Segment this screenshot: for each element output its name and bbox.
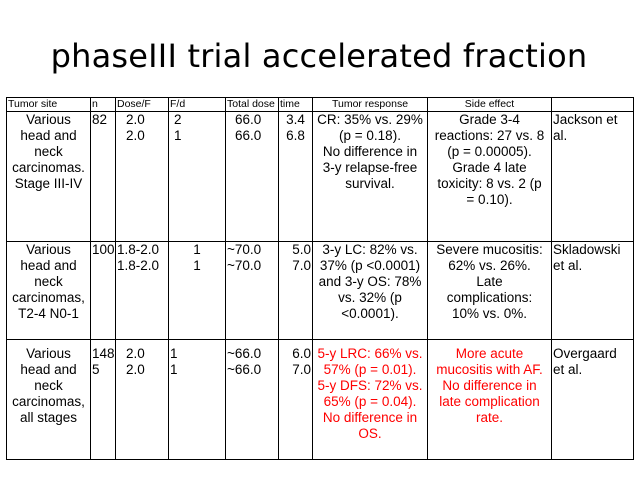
cell-dose-per-fraction: 1.8-2.0 1.8-2.0 (115, 241, 169, 340)
cell-reference: Skladowski et al. (551, 241, 634, 340)
cell-tumor-response: 5-y LRC: 66% vs. 57% (p = 0.01). 5-y DFS… (312, 339, 428, 460)
trial-table: Tumor site n Dose/F F/d Total dose time … (6, 97, 634, 460)
cell-dose-per-fraction: 2.0 2.0 (115, 111, 169, 242)
table-row: Various head and neck carcinomas, all st… (6, 339, 634, 460)
cell-tumor-site: Various head and neck carcinomas, all st… (6, 339, 91, 460)
cell-tumor-site: Various head and neck carcinomas. Stage … (6, 111, 91, 242)
cell-side-effect: Severe mucositis: 62% vs. 26%. Late comp… (427, 241, 552, 340)
header-fractions-per-day: F/d (168, 97, 226, 112)
header-side-effect: Side effect (427, 97, 552, 112)
header-dose-per-fraction: Dose/F (115, 97, 169, 112)
cell-fractions-per-day: 1 1 (168, 339, 226, 460)
header-n: n (90, 97, 116, 112)
cell-tumor-response: 3-y LC: 82% vs. 37% (p <0.0001) and 3-y … (312, 241, 428, 340)
table-header-row: Tumor site n Dose/F F/d Total dose time … (6, 97, 634, 112)
header-reference (551, 97, 634, 112)
cell-n: 100 (90, 241, 116, 340)
cell-total-dose: ~70.0 ~70.0 (225, 241, 279, 340)
cell-reference: Jackson et al. (551, 111, 634, 242)
cell-n: 82 (90, 111, 116, 242)
cell-tumor-response: CR: 35% vs. 29% (p = 0.18). No differenc… (312, 111, 428, 242)
table-row: Various head and neck carcinomas. Stage … (6, 111, 634, 242)
cell-time: 5.0 7.0 (278, 241, 313, 340)
table-row: Various head and neck carcinomas, T2-4 N… (6, 241, 634, 340)
header-time: time (278, 97, 313, 112)
cell-time: 6.0 7.0 (278, 339, 313, 460)
slide-title: phaseIII trial accelerated fraction (50, 37, 588, 75)
cell-total-dose: 66.0 66.0 (225, 111, 279, 242)
cell-side-effect: Grade 3-4 reactions: 27 vs. 8 (p = 0.000… (427, 111, 552, 242)
header-total-dose: Total dose (225, 97, 279, 112)
cell-fractions-per-day: 2 1 (168, 111, 226, 242)
header-tumor-site: Tumor site (6, 97, 91, 112)
cell-total-dose: ~66.0 ~66.0 (225, 339, 279, 460)
header-tumor-response: Tumor response (312, 97, 428, 112)
cell-n: 148 5 (90, 339, 116, 460)
cell-time: 3.4 6.8 (278, 111, 313, 242)
cell-side-effect: More acute mucositis with AF. No differe… (427, 339, 552, 460)
cell-dose-per-fraction: 2.0 2.0 (115, 339, 169, 460)
cell-fractions-per-day: 1 1 (168, 241, 226, 340)
cell-reference: Overgaard et al. (551, 339, 634, 460)
cell-tumor-site: Various head and neck carcinomas, T2-4 N… (6, 241, 91, 340)
